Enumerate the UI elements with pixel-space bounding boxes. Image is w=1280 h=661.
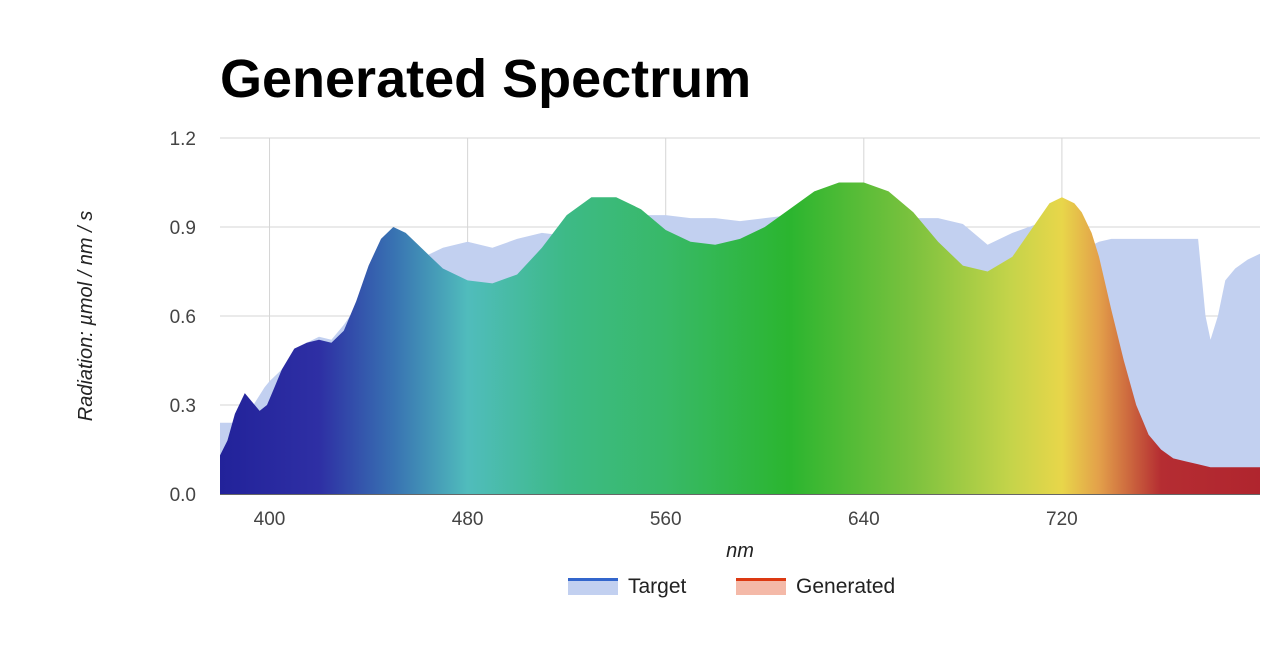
x-tick-label: 400: [254, 509, 286, 530]
legend: Target Generated: [568, 575, 895, 598]
legend-swatch-target-line: [568, 578, 618, 581]
y-axis-title: Radiation: µmol / nm / s: [75, 211, 97, 422]
legend-label-generated: Generated: [796, 575, 895, 598]
y-tick-label: 0.3: [170, 396, 196, 417]
y-tick-label: 0.6: [170, 307, 196, 328]
x-tick-label: 720: [1046, 509, 1078, 530]
y-tick-label: 0.9: [170, 218, 196, 239]
legend-swatch-generated: [736, 578, 786, 595]
legend-item-generated[interactable]: Generated: [736, 575, 895, 598]
plot-areas: [220, 182, 1260, 494]
x-tick-label: 640: [848, 509, 880, 530]
series-area-generated: [220, 182, 1260, 494]
x-axis-title: nm: [726, 540, 754, 562]
legend-label-target: Target: [628, 575, 687, 598]
x-tick-label: 560: [650, 509, 682, 530]
legend-item-target[interactable]: Target: [568, 575, 687, 598]
chart-title: Generated Spectrum: [220, 49, 752, 109]
tick-labels: 0.0 0.3 0.6 0.9 1.2 400 480 560 640 720: [170, 129, 1078, 530]
y-tick-label: 0.0: [170, 485, 196, 506]
y-tick-label: 1.2: [170, 129, 196, 150]
x-tick-label: 480: [452, 509, 484, 530]
legend-swatch-target: [568, 578, 618, 595]
legend-swatch-generated-line: [736, 578, 786, 581]
